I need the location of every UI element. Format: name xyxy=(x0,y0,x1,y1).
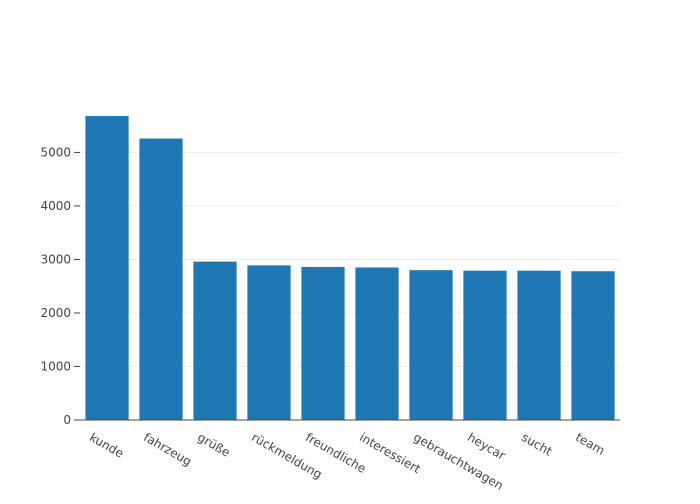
bar-fahrzeug xyxy=(139,138,183,420)
x-tick-label: heycar xyxy=(465,430,508,463)
y-tick-label: 3000 xyxy=(40,252,71,266)
bar-grüße xyxy=(193,261,237,420)
x-tick-labels: kunde fahrzeug grüße rückmeldungfreundliche… xyxy=(87,430,607,493)
y-tick-label: 2000 xyxy=(40,306,71,320)
bar-kunde xyxy=(85,116,129,420)
y-tick-label: 0 xyxy=(63,413,71,427)
bar-rückmeldung xyxy=(247,265,291,420)
x-tick-label: team xyxy=(573,430,607,458)
bar-team xyxy=(571,271,615,420)
axis-layer xyxy=(74,151,620,421)
y-tick-label: 1000 xyxy=(40,359,71,373)
bar-heycar xyxy=(463,270,507,420)
bar-sucht xyxy=(517,270,561,420)
x-tick-label: grüße xyxy=(195,430,232,460)
x-tick-label: kunde xyxy=(87,430,126,461)
y-tick-label: 4000 xyxy=(40,199,71,213)
bar-gebrauchtwagen xyxy=(409,270,453,420)
y-tick-labels: 0 1000 2000 3000 4000 5000 xyxy=(40,145,71,427)
bar-freundliche xyxy=(301,266,345,420)
y-tick-label: 5000 xyxy=(40,145,71,159)
x-tick-label: gebrauchtwagen xyxy=(411,430,506,493)
bars-layer xyxy=(85,116,615,420)
x-tick-label: sucht xyxy=(519,430,555,459)
x-tick-label: fahrzeug xyxy=(141,430,194,469)
bar-interessiert xyxy=(355,267,399,420)
